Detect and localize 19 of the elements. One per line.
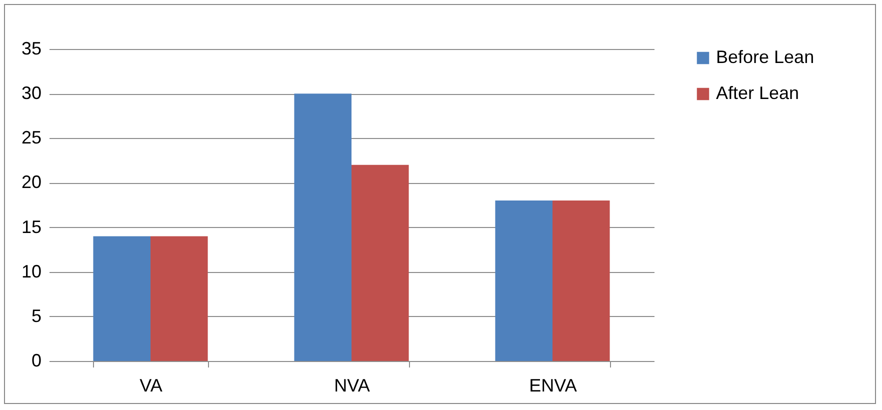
x-tick-label: NVA bbox=[334, 376, 370, 396]
y-tick-label: 20 bbox=[21, 172, 42, 192]
y-tick-label: 25 bbox=[21, 128, 42, 148]
y-tick-label: 35 bbox=[21, 38, 42, 58]
y-tick-label: 30 bbox=[21, 83, 42, 104]
y-tick-label: 0 bbox=[31, 350, 42, 370]
x-tick-label: VA bbox=[140, 376, 162, 396]
bar bbox=[150, 236, 208, 361]
bar bbox=[294, 94, 352, 361]
y-tick-label: 15 bbox=[21, 216, 42, 237]
bar bbox=[552, 200, 610, 361]
y-tick-label: 10 bbox=[21, 261, 42, 282]
legend-label: Before Lean bbox=[716, 47, 814, 67]
y-tick-label: 5 bbox=[31, 306, 42, 326]
legend-label: After Lean bbox=[716, 83, 800, 103]
x-tick-label: ENVA bbox=[529, 376, 577, 396]
bar bbox=[93, 236, 151, 361]
bar bbox=[352, 164, 409, 361]
bar bbox=[495, 200, 552, 361]
